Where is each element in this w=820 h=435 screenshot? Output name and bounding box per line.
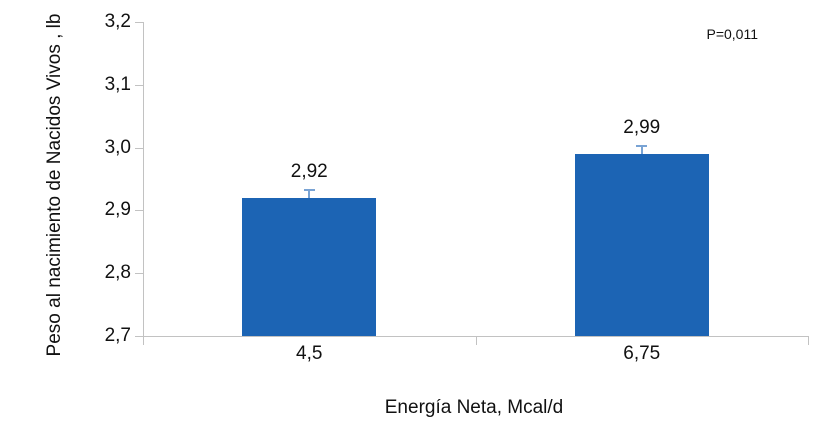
x-category-label: 6,75 <box>623 343 661 364</box>
error-bar <box>308 190 311 198</box>
error-bar-cap <box>303 189 315 192</box>
y-tick-mark <box>135 273 143 275</box>
bar <box>574 153 709 336</box>
y-tick-mark <box>135 336 143 337</box>
bar-value-label: 2,99 <box>623 117 661 139</box>
y-tick-label: 2,8 <box>104 262 131 284</box>
y-tick-mark <box>135 22 143 23</box>
y-tick-label: 3,1 <box>104 73 131 95</box>
bar-value-label: 2,92 <box>290 161 328 183</box>
y-axis-line <box>143 22 144 337</box>
error-bar-cap <box>636 145 648 148</box>
y-tick-label: 3,2 <box>104 11 131 32</box>
x-tick-mark <box>475 337 477 345</box>
x-tick-mark <box>143 337 144 345</box>
y-tick-label: 2,7 <box>104 325 131 346</box>
bar <box>242 197 377 336</box>
x-axis-line <box>143 336 809 337</box>
y-tick-mark <box>135 147 143 149</box>
y-tick-mark <box>135 210 143 212</box>
p-value-annotation: P=0,011 <box>706 26 758 42</box>
x-category-label: 4,5 <box>296 343 323 364</box>
y-tick-mark <box>135 84 143 86</box>
y-tick-label: 3,0 <box>104 136 131 158</box>
x-tick-mark <box>808 337 809 345</box>
y-tick-label: 2,9 <box>104 199 131 221</box>
x-axis-title: Energía Neta, Mcal/d <box>384 397 564 418</box>
error-bar <box>640 146 643 154</box>
